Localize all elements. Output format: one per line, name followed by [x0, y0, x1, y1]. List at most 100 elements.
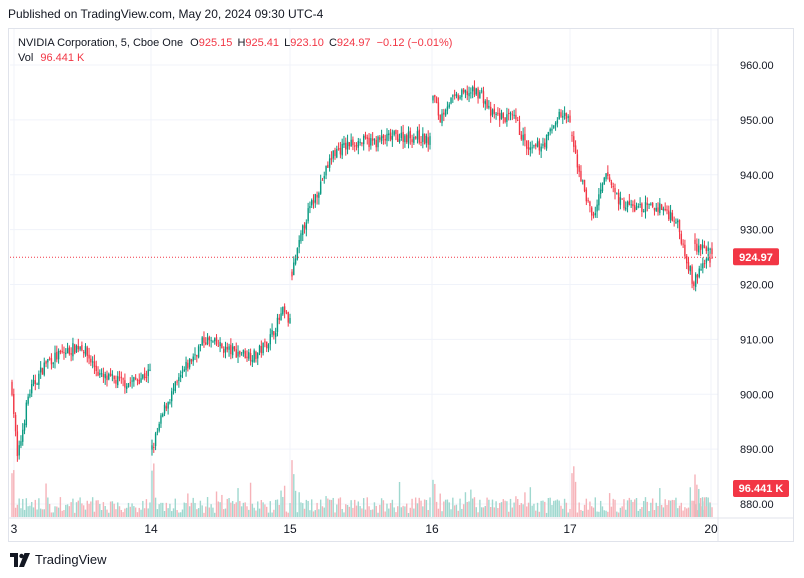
candle-body [616, 193, 618, 195]
candle-body [506, 114, 508, 122]
volume-bar [644, 497, 647, 517]
candle-body [309, 206, 311, 209]
candle-body [452, 95, 454, 97]
candle-body [549, 129, 551, 132]
volume-bar [74, 512, 76, 517]
candle-body [450, 97, 452, 104]
candle-body [373, 138, 376, 140]
candle-body [70, 353, 72, 355]
volume-bar [341, 508, 343, 517]
candle-body [489, 106, 492, 116]
footer-brand[interactable]: TradingView [10, 552, 107, 567]
volume-bar [345, 504, 347, 517]
candle-body [439, 114, 441, 123]
candle-body [240, 354, 243, 356]
volume-bar [468, 501, 470, 517]
candle-body [675, 222, 677, 224]
volume-bar [479, 499, 481, 517]
candle-body [397, 134, 399, 142]
volume-bar [143, 508, 146, 517]
volume-bar [316, 502, 318, 517]
candle-body [188, 358, 191, 368]
volume-bar [549, 497, 551, 517]
candle-body [402, 132, 404, 142]
candle-body [509, 113, 512, 115]
candle-body [140, 378, 142, 383]
candle-body [194, 354, 196, 356]
volume-bar [610, 506, 613, 517]
candle-body [573, 136, 575, 147]
candle-body [368, 137, 370, 148]
candle-body [45, 361, 47, 364]
candle-body [511, 114, 514, 116]
candle-body [283, 306, 286, 313]
candle-body [226, 346, 228, 350]
volume-bar [337, 498, 340, 517]
candle-body [345, 142, 347, 150]
candle-body [27, 396, 29, 404]
legend-open-value: 925.15 [198, 37, 233, 49]
volume-bar [544, 501, 546, 517]
candle-body [20, 441, 22, 446]
candle-body [362, 136, 365, 145]
candle-body [371, 138, 374, 141]
volume-bar [228, 498, 230, 517]
candle-body [484, 101, 486, 105]
volume-bar [219, 502, 221, 517]
volume-bar [687, 507, 690, 517]
candle-body [264, 341, 266, 343]
candle-body [699, 244, 702, 250]
volume-bar [237, 488, 239, 517]
legend-change: −0.12 (−0.01%) [376, 37, 453, 49]
volume-bar [282, 496, 284, 517]
candle-body [75, 345, 78, 353]
volume-bar [648, 511, 650, 517]
candle-body [673, 220, 675, 222]
volume-bar [518, 505, 521, 517]
candles [11, 80, 713, 462]
volume-bar [540, 500, 542, 517]
volume-bar [375, 505, 377, 517]
volume-bar [488, 499, 490, 517]
candle-body [156, 431, 159, 433]
candle-body [482, 91, 485, 104]
volume-bar [370, 509, 372, 517]
volume-bar [504, 500, 506, 517]
volume-bar [362, 498, 365, 517]
volume-bar [603, 510, 605, 517]
volume-bar [628, 497, 631, 517]
volume-bar [190, 502, 193, 517]
candle-body [203, 337, 205, 343]
legend-vol-label: Vol [18, 52, 34, 64]
candle-body [644, 202, 647, 212]
volume-bar [133, 506, 135, 517]
candle-body [79, 346, 81, 350]
volume-bar [311, 499, 313, 517]
volume-bar [22, 498, 24, 517]
volume-bar [639, 508, 641, 517]
volume-bar [594, 497, 596, 517]
candle-body [248, 352, 250, 359]
candle-body [151, 445, 153, 450]
volume-bar [484, 505, 486, 517]
candle-body [93, 361, 96, 368]
volume-bar [502, 499, 505, 517]
volume-bar [684, 507, 686, 517]
candle-body [558, 111, 560, 120]
volume-bar [79, 497, 81, 517]
volume-bar [346, 505, 349, 517]
candle-body [531, 147, 533, 149]
candle-body [13, 393, 15, 415]
volume-bar [515, 496, 517, 517]
candle-body [508, 112, 510, 115]
candle-body [109, 373, 112, 376]
candle-body [280, 313, 282, 321]
candle-body [348, 142, 351, 147]
candle-body [233, 346, 236, 350]
candle-body [659, 203, 661, 214]
candle-body [468, 93, 470, 97]
volume-bar [707, 503, 709, 517]
candle-body [599, 189, 602, 194]
candle-body [529, 147, 532, 150]
